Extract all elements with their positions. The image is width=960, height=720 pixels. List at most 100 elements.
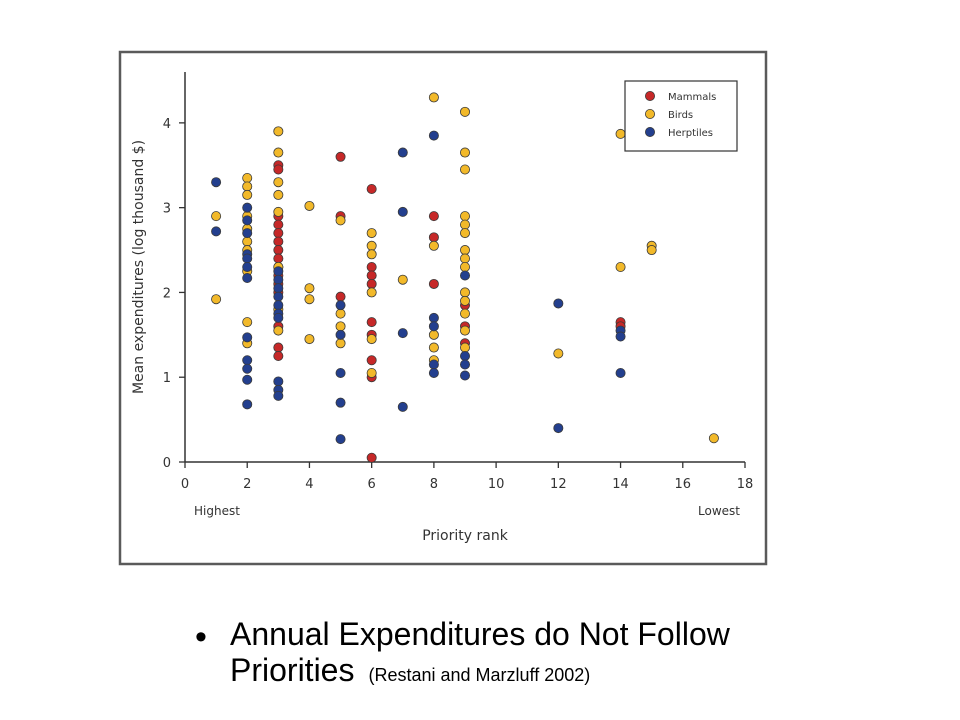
point-birds <box>304 200 315 211</box>
point-mammals <box>273 236 284 247</box>
x-tick-label: 14 <box>612 477 629 492</box>
point-mammals <box>335 151 346 162</box>
legend-marker-herptiles <box>645 127 656 138</box>
point-birds <box>459 219 470 230</box>
point-birds <box>428 240 439 251</box>
point-herptiles <box>397 206 408 217</box>
point-herptiles <box>428 367 439 378</box>
x-tick-label: 10 <box>488 477 505 492</box>
y-tick-label: 2 <box>163 286 171 301</box>
point-birds <box>459 245 470 256</box>
point-herptiles <box>242 273 253 284</box>
x-tick-label: 8 <box>430 477 438 492</box>
point-mammals <box>366 317 377 328</box>
point-birds <box>211 294 222 305</box>
point-herptiles <box>242 363 253 374</box>
point-herptiles <box>428 359 439 370</box>
point-herptiles <box>273 283 284 294</box>
point-herptiles <box>242 374 253 385</box>
citation: (Restani and Marzluff 2002) <box>368 665 591 685</box>
point-birds <box>459 164 470 175</box>
point-herptiles <box>553 298 564 309</box>
point-herptiles <box>273 291 284 302</box>
point-mammals <box>273 253 284 264</box>
x-annotation-highest: Highest <box>194 504 240 518</box>
point-birds <box>211 211 222 222</box>
point-birds <box>273 126 284 137</box>
point-mammals <box>428 232 439 243</box>
point-birds <box>366 367 377 378</box>
point-herptiles <box>397 328 408 339</box>
point-herptiles <box>242 261 253 272</box>
point-herptiles <box>428 321 439 332</box>
point-birds <box>459 261 470 272</box>
point-birds <box>242 172 253 183</box>
point-herptiles <box>397 401 408 412</box>
y-axis-title: Mean expenditures (log thousand $) <box>131 140 147 394</box>
point-birds <box>459 211 470 222</box>
point-herptiles <box>211 226 222 237</box>
point-birds <box>459 308 470 319</box>
point-mammals <box>273 342 284 353</box>
legend-marker-birds <box>645 109 656 120</box>
y-tick-label: 0 <box>163 456 171 471</box>
point-herptiles <box>242 228 253 239</box>
x-tick-label: 16 <box>675 477 692 492</box>
y-tick-label: 3 <box>163 202 171 217</box>
point-herptiles <box>335 397 346 408</box>
point-mammals <box>366 183 377 194</box>
point-herptiles <box>242 355 253 366</box>
point-herptiles <box>459 370 470 381</box>
point-birds <box>459 325 470 336</box>
point-birds <box>273 177 284 188</box>
point-birds <box>366 249 377 260</box>
point-herptiles <box>459 359 470 370</box>
point-birds <box>335 338 346 349</box>
point-herptiles <box>459 351 470 362</box>
point-birds <box>335 321 346 332</box>
point-birds <box>273 206 284 217</box>
point-birds <box>708 433 719 444</box>
point-birds <box>459 342 470 353</box>
point-herptiles <box>428 130 439 141</box>
x-tick-label: 2 <box>243 477 251 492</box>
point-mammals <box>366 261 377 272</box>
point-birds <box>459 106 470 117</box>
point-herptiles <box>615 367 626 378</box>
point-herptiles <box>273 274 284 285</box>
point-birds <box>273 147 284 158</box>
point-birds <box>304 294 315 305</box>
point-herptiles <box>211 177 222 188</box>
point-mammals <box>273 228 284 239</box>
x-axis-title: Priority rank <box>422 528 508 544</box>
x-annotation-lowest: Lowest <box>698 504 740 518</box>
point-herptiles <box>335 367 346 378</box>
point-mammals <box>273 245 284 256</box>
point-herptiles <box>242 332 253 343</box>
point-birds <box>366 334 377 345</box>
legend-label-birds: Birds <box>668 110 693 121</box>
point-birds <box>428 92 439 103</box>
point-herptiles <box>273 390 284 401</box>
point-birds <box>553 348 564 359</box>
point-herptiles <box>335 329 346 340</box>
point-birds <box>646 245 657 256</box>
point-herptiles <box>242 253 253 264</box>
point-herptiles <box>459 270 470 281</box>
point-mammals <box>335 291 346 302</box>
point-birds <box>459 147 470 158</box>
point-birds <box>615 128 626 139</box>
caption-text: Annual Expenditures do Not Follow Priori… <box>230 616 730 693</box>
point-birds <box>273 189 284 200</box>
point-birds <box>304 283 315 294</box>
point-birds <box>366 287 377 298</box>
point-herptiles <box>397 147 408 158</box>
legend-label-herptiles: Herptiles <box>668 128 713 139</box>
legend-marker-mammals <box>645 91 656 102</box>
point-birds <box>242 236 253 247</box>
x-tick-label: 6 <box>368 477 376 492</box>
point-birds <box>304 334 315 345</box>
point-birds <box>273 325 284 336</box>
